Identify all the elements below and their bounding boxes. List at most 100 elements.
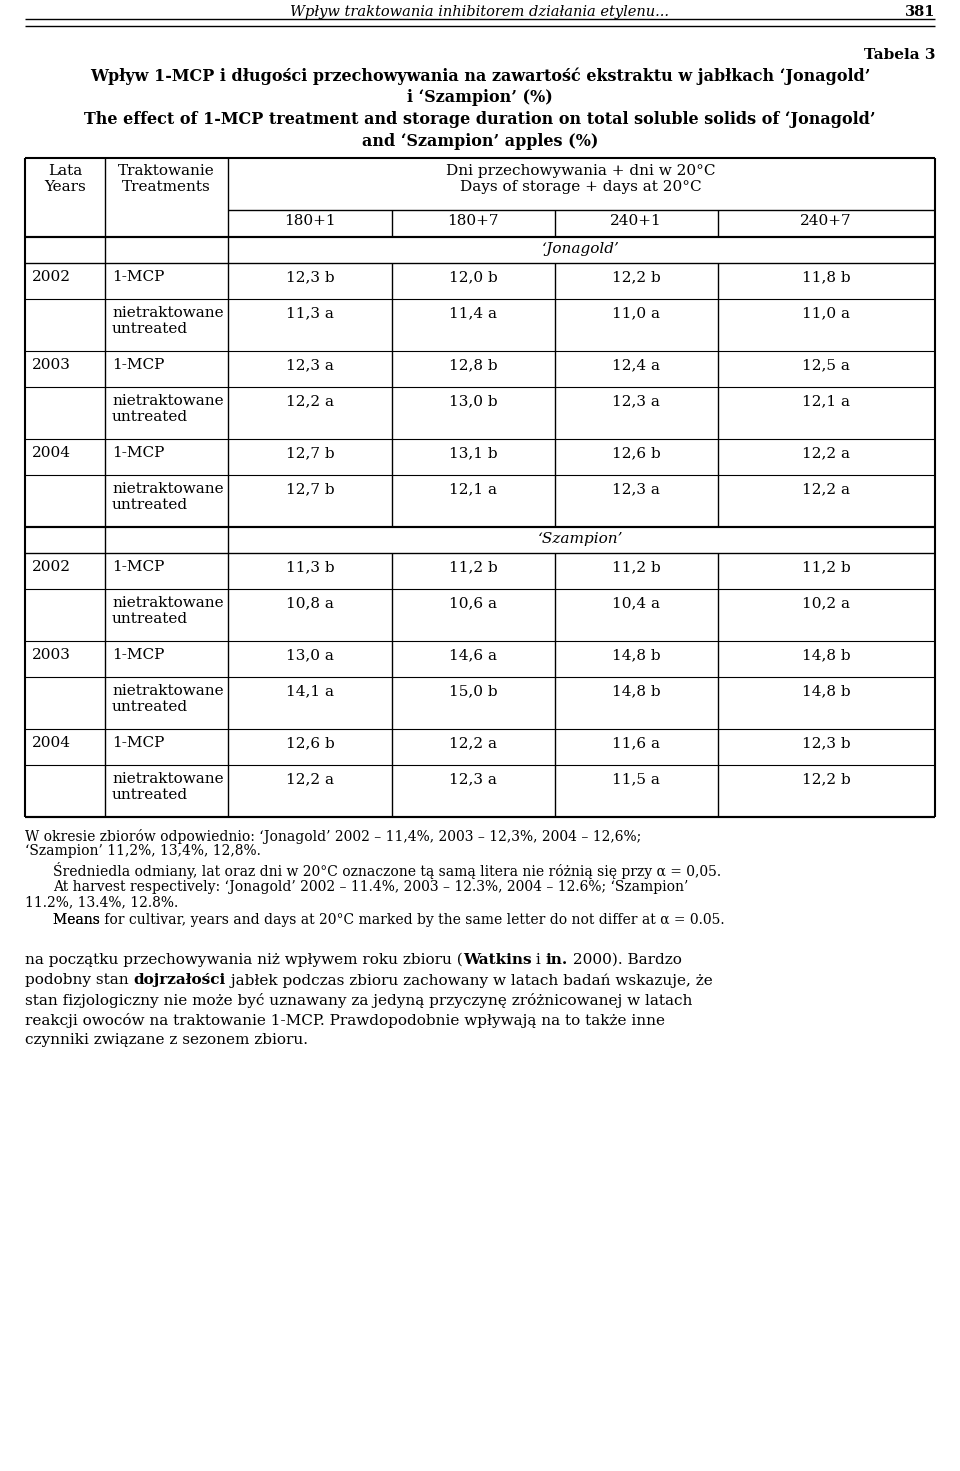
Text: 180+7: 180+7 [447,213,499,228]
Text: 1-MCP: 1-MCP [112,446,164,460]
Text: 1-MCP: 1-MCP [112,560,164,574]
Text: in.: in. [546,953,568,966]
Text: 12,0 b: 12,0 b [448,271,497,284]
Text: 11,0 a: 11,0 a [802,306,850,321]
Text: dojrzałości: dojrzałości [133,972,226,987]
Text: Treatments: Treatments [122,179,210,194]
Text: W okresie zbiorów odpowiednio: ‘Jonagold’ 2002 – 11,4%, 2003 – 12,3%, 2004 – 12,: W okresie zbiorów odpowiednio: ‘Jonagold… [25,830,641,844]
Text: 14,8 b: 14,8 b [802,649,851,662]
Text: na początku przechowywania niż wpływem roku zbioru (: na początku przechowywania niż wpływem r… [25,953,463,968]
Text: 10,4 a: 10,4 a [612,596,660,610]
Text: ‘Szampion’ 11,2%, 13,4%, 12,8%.: ‘Szampion’ 11,2%, 13,4%, 12,8%. [25,844,261,858]
Text: czynniki związane z sezonem zbioru.: czynniki związane z sezonem zbioru. [25,1033,308,1047]
Text: 13,0 b: 13,0 b [448,394,497,407]
Text: Watkins: Watkins [463,953,532,966]
Text: 11,2 b: 11,2 b [612,560,660,574]
Text: Years: Years [44,179,85,194]
Text: ‘Jonagold’: ‘Jonagold’ [542,243,620,256]
Text: 2003: 2003 [32,357,71,372]
Text: Wpływ traktowania inhibitorem działania etylenu...: Wpływ traktowania inhibitorem działania … [291,4,669,19]
Text: 12,2 a: 12,2 a [802,482,850,496]
Text: 1-MCP: 1-MCP [112,736,164,750]
Text: Lata: Lata [48,163,83,178]
Text: 11,0 a: 11,0 a [612,306,660,321]
Text: 11,3 a: 11,3 a [286,306,334,321]
Text: 11,2 b: 11,2 b [448,560,497,574]
Text: 14,8 b: 14,8 b [802,684,851,699]
Text: 11,3 b: 11,3 b [286,560,334,574]
Text: nietraktowane
untreated: nietraktowane untreated [112,772,224,802]
Text: 2002: 2002 [32,560,71,574]
Text: jabłek podczas zbioru zachowany w latach badań wskazuje, że: jabłek podczas zbioru zachowany w latach… [226,972,712,987]
Text: i ‘Szampion’ (%): i ‘Szampion’ (%) [407,90,553,106]
Text: and ‘Szampion’ apples (%): and ‘Szampion’ apples (%) [362,132,598,150]
Text: 12,4 a: 12,4 a [612,357,660,372]
Text: nietraktowane
untreated: nietraktowane untreated [112,684,224,715]
Text: 12,7 b: 12,7 b [286,446,334,460]
Text: 381: 381 [904,4,935,19]
Text: 12,2 a: 12,2 a [449,736,497,750]
Text: 14,8 b: 14,8 b [612,684,660,699]
Text: Traktowanie: Traktowanie [118,163,214,178]
Text: 12,6 b: 12,6 b [286,736,334,750]
Text: 1-MCP: 1-MCP [112,357,164,372]
Text: 180+1: 180+1 [284,213,336,228]
Text: 12,7 b: 12,7 b [286,482,334,496]
Text: 11,6 a: 11,6 a [612,736,660,750]
Text: 13,0 a: 13,0 a [286,649,334,662]
Text: Means for cultivar, years and days at 20°C marked by the same letter do not diff: Means for cultivar, years and days at 20… [53,913,725,927]
Text: 2004: 2004 [32,446,71,460]
Text: 11,5 a: 11,5 a [612,772,660,786]
Text: At harvest respectively: ‘Jonagold’ 2002 – 11.4%, 2003 – 12.3%, 2004 – 12.6%; ‘S: At harvest respectively: ‘Jonagold’ 2002… [53,880,688,894]
Text: 12,1 a: 12,1 a [449,482,497,496]
Text: 12,2 a: 12,2 a [286,394,334,407]
Text: stan fizjologiczny nie może być uznawany za jedyną przyczynę zróżnicowanej w lat: stan fizjologiczny nie może być uznawany… [25,993,692,1008]
Text: 10,8 a: 10,8 a [286,596,334,610]
Text: 12,3 a: 12,3 a [612,482,660,496]
Text: 1-MCP: 1-MCP [112,271,164,284]
Text: 12,6 b: 12,6 b [612,446,660,460]
Text: 12,3 a: 12,3 a [449,772,497,786]
Text: nietraktowane
untreated: nietraktowane untreated [112,394,224,424]
Text: nietraktowane
untreated: nietraktowane untreated [112,596,224,627]
Text: 2003: 2003 [32,649,71,662]
Text: 15,0 b: 15,0 b [448,684,497,699]
Text: 12,2 b: 12,2 b [802,772,851,786]
Text: 11,8 b: 11,8 b [802,271,851,284]
Text: 14,6 a: 14,6 a [449,649,497,662]
Text: podobny stan: podobny stan [25,972,133,987]
Text: 240+7: 240+7 [801,213,852,228]
Text: Tabela 3: Tabela 3 [863,49,935,62]
Text: 2000). Bardzo: 2000). Bardzo [568,953,683,966]
Text: i: i [532,953,546,966]
Text: 12,2 b: 12,2 b [612,271,660,284]
Text: 10,6 a: 10,6 a [449,596,497,610]
Text: 13,1 b: 13,1 b [448,446,497,460]
Text: 14,1 a: 14,1 a [286,684,334,699]
Text: 2002: 2002 [32,271,71,284]
Text: Średniedla odmiany, lat oraz dni w 20°C oznaczone tą samą litera nie różnią się : Średniedla odmiany, lat oraz dni w 20°C … [53,862,721,880]
Text: 10,2 a: 10,2 a [802,596,850,610]
Text: ‘Szampion’: ‘Szampion’ [539,533,624,546]
Text: 240+1: 240+1 [611,213,661,228]
Text: reakcji owoców na traktowanie 1-MCP. Prawdopodobnie wpływają na to także inne: reakcji owoców na traktowanie 1-MCP. Pra… [25,1014,665,1028]
Text: nietraktowane
untreated: nietraktowane untreated [112,306,224,337]
Text: nietraktowane
untreated: nietraktowane untreated [112,482,224,512]
Text: 2004: 2004 [32,736,71,750]
Text: 11.2%, 13.4%, 12.8%.: 11.2%, 13.4%, 12.8%. [25,894,179,909]
Text: 12,3 b: 12,3 b [802,736,851,750]
Text: 12,3 a: 12,3 a [612,394,660,407]
Text: 12,3 b: 12,3 b [286,271,334,284]
Text: 12,5 a: 12,5 a [802,357,850,372]
Text: Days of storage + days at 20°C: Days of storage + days at 20°C [460,179,702,194]
Text: 11,2 b: 11,2 b [802,560,851,574]
Text: 12,2 a: 12,2 a [286,772,334,786]
Text: 14,8 b: 14,8 b [612,649,660,662]
Text: 11,4 a: 11,4 a [449,306,497,321]
Text: The effect of 1-MCP treatment and storage duration on total soluble solids of ‘J: The effect of 1-MCP treatment and storag… [84,110,876,128]
Text: 12,8 b: 12,8 b [448,357,497,372]
Text: 12,2 a: 12,2 a [802,446,850,460]
Text: Dni przechowywania + dni w 20°C: Dni przechowywania + dni w 20°C [446,163,716,178]
Text: 12,3 a: 12,3 a [286,357,334,372]
Text: 12,1 a: 12,1 a [802,394,850,407]
